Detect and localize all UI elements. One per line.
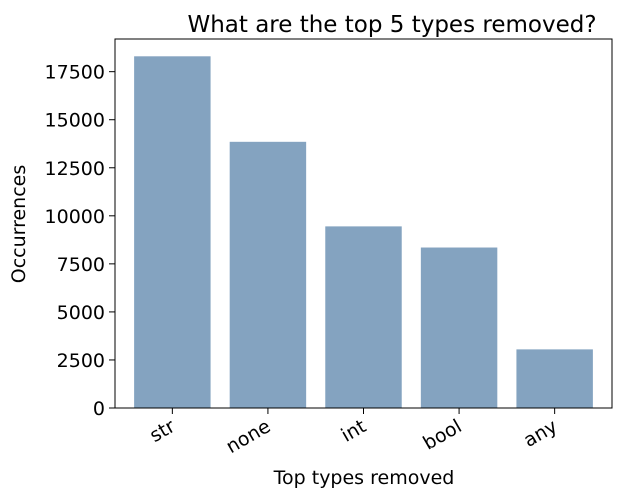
bar-bool	[420, 247, 498, 408]
x-tick-label-bool: bool	[419, 415, 465, 454]
x-tick-label-any: any	[520, 415, 561, 452]
x-axis: str none int bool any	[146, 408, 561, 458]
bar-any	[516, 349, 593, 408]
x-tick-label-int: int	[338, 415, 370, 446]
bar-int	[325, 226, 402, 408]
bar-none	[229, 141, 307, 408]
y-axis: 0 2500 5000 7500 10000 12500 15000 17500	[45, 62, 115, 420]
bars-group	[134, 56, 593, 409]
y-tick-label: 2500	[57, 350, 105, 372]
x-tick-label-str: str	[146, 415, 179, 447]
y-tick-label: 10000	[45, 206, 105, 228]
y-tick-label: 12500	[45, 158, 105, 180]
y-axis-label: Occurrences	[8, 165, 30, 284]
y-tick-label: 17500	[45, 62, 105, 84]
y-tick-label: 0	[93, 398, 105, 420]
bar-str	[134, 56, 211, 409]
x-tick-label-none: none	[222, 415, 274, 458]
chart-title: What are the top 5 types removed?	[187, 12, 596, 38]
y-tick-label: 5000	[57, 302, 105, 324]
y-tick-label: 15000	[45, 110, 105, 132]
x-axis-label: Top types removed	[273, 467, 455, 489]
y-tick-label: 7500	[57, 254, 105, 276]
